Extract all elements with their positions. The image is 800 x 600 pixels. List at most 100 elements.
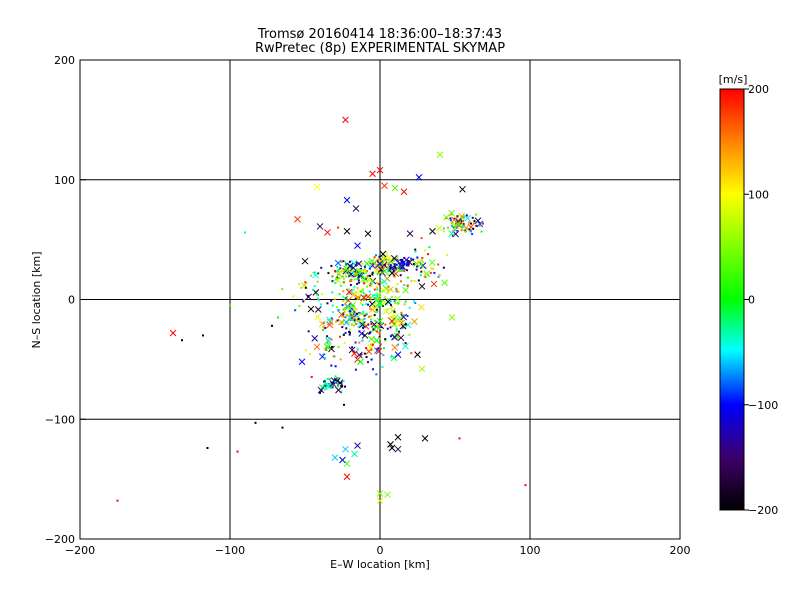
data-point-dot — [393, 263, 396, 266]
data-point-dot — [397, 302, 400, 305]
data-point-cross — [376, 490, 384, 497]
data-point-cross — [342, 267, 350, 275]
data-point-dot — [358, 294, 361, 297]
data-point-dot — [331, 291, 334, 294]
data-point-cross — [375, 291, 382, 298]
data-point-dot — [408, 333, 411, 336]
data-point-cross — [316, 223, 324, 230]
data-point-dot — [348, 260, 351, 263]
data-point-dot — [359, 269, 362, 272]
data-point-dot — [366, 361, 369, 364]
data-point-dot — [352, 350, 355, 353]
data-point-dot — [354, 297, 357, 300]
data-point-dot — [365, 347, 368, 350]
data-point-dot — [333, 297, 336, 300]
data-point-cross — [394, 433, 402, 441]
data-point-dot — [424, 249, 427, 252]
data-point-dot — [391, 315, 394, 318]
data-point-dot — [406, 284, 409, 287]
data-point-dot — [353, 278, 356, 281]
data-point-cross — [301, 257, 309, 265]
data-point-dot — [331, 280, 334, 283]
data-point-dot — [352, 307, 355, 310]
data-point-dot — [424, 276, 427, 279]
data-point-dot — [394, 267, 397, 270]
data-point-dot — [356, 274, 359, 277]
data-point-dot — [420, 237, 423, 240]
data-point-dot — [368, 290, 371, 293]
data-point-cross — [376, 260, 384, 268]
data-point-dot — [300, 286, 303, 289]
data-point-dot — [393, 265, 396, 268]
data-point-dot — [360, 312, 363, 315]
data-point-dot — [277, 316, 279, 319]
data-point-dot — [354, 341, 357, 344]
data-point-dot — [384, 338, 387, 341]
data-point-cross — [418, 365, 426, 373]
data-point-dot — [397, 266, 400, 269]
data-point-cross — [398, 319, 406, 327]
data-point-dot — [403, 303, 406, 306]
data-point-dot — [369, 315, 372, 318]
data-point-dot — [371, 280, 374, 283]
data-point-cross — [343, 319, 350, 326]
data-point-cross — [346, 262, 354, 270]
data-point-dot — [347, 292, 350, 295]
data-point-cross — [324, 382, 331, 390]
data-point-dot — [317, 299, 320, 302]
data-point-dot — [352, 304, 354, 307]
data-point-dot — [313, 285, 316, 288]
data-point-dot — [202, 334, 204, 337]
data-point-dot — [401, 258, 404, 261]
data-point-dot — [363, 314, 366, 317]
data-point-dot — [310, 376, 313, 379]
data-point-dot — [450, 213, 453, 216]
y-tick-label: −200 — [45, 533, 75, 546]
data-point-dot — [343, 403, 345, 406]
data-point-cross — [317, 386, 325, 394]
data-point-dot — [311, 288, 314, 291]
data-point-dot — [359, 302, 362, 305]
data-point-cross — [361, 332, 369, 339]
data-point-dot — [341, 326, 344, 329]
data-point-dot — [399, 258, 402, 261]
data-point-dot — [357, 269, 360, 272]
data-point-dot — [330, 317, 333, 320]
data-point-dot — [329, 319, 332, 322]
data-point-dot — [363, 352, 366, 355]
colorbar-tick-label: 0 — [748, 294, 755, 307]
data-point-dot — [381, 290, 384, 293]
data-point-dot — [330, 274, 333, 277]
data-point-dot — [340, 268, 343, 271]
data-point-dot — [381, 281, 384, 284]
data-point-dot — [396, 260, 399, 263]
data-point-dot — [361, 276, 363, 279]
data-point-dot — [403, 314, 406, 317]
data-point-dot — [472, 222, 475, 225]
data-point-cross — [404, 321, 412, 329]
data-point-dot — [353, 271, 356, 274]
data-point-dot — [372, 306, 375, 309]
colorbar-tick-label: −100 — [748, 399, 778, 412]
data-point-cross — [436, 151, 444, 158]
data-point-dot — [397, 268, 400, 271]
data-point-dot — [365, 303, 368, 306]
data-point-dot — [342, 260, 345, 263]
data-point-dot — [304, 349, 307, 352]
data-point-cross — [388, 269, 396, 277]
data-point-dot — [380, 269, 383, 272]
data-point-dot — [366, 270, 369, 273]
data-point-cross — [388, 444, 396, 452]
data-point-dot — [365, 277, 368, 280]
data-point-dot — [400, 311, 403, 314]
data-point-dot — [361, 318, 364, 321]
data-point-dot — [369, 296, 372, 299]
data-point-dot — [335, 278, 338, 281]
data-point-cross — [364, 293, 372, 301]
data-point-dot — [406, 314, 409, 317]
data-point-dot — [181, 339, 183, 342]
data-point-dot — [303, 283, 306, 286]
data-point-dot — [458, 437, 461, 440]
data-point-dot — [461, 226, 464, 229]
data-point-dot — [453, 217, 456, 220]
